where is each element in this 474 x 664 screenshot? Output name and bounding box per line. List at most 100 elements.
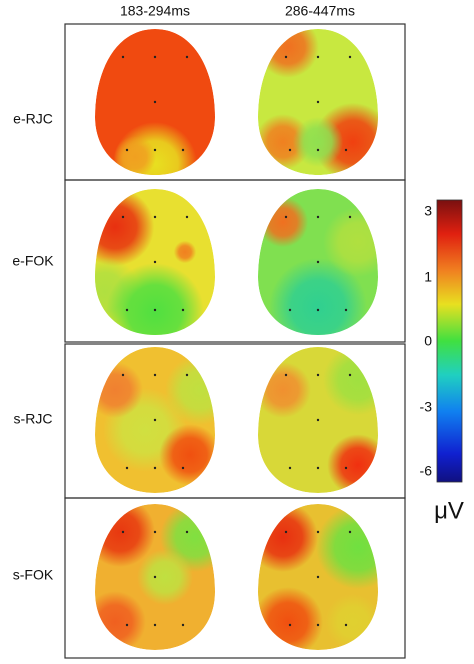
electrode <box>316 418 320 422</box>
electrode <box>288 623 292 627</box>
electrode <box>185 215 189 219</box>
electrode <box>316 260 320 264</box>
row-label: e-RJC <box>13 111 53 127</box>
electrode <box>348 215 352 219</box>
topo-map <box>95 347 215 493</box>
row-label: s-RJC <box>14 411 53 427</box>
electrode <box>121 373 125 377</box>
potential-region <box>258 29 319 78</box>
electrode <box>181 466 185 470</box>
electrode <box>153 466 157 470</box>
potential-region <box>95 362 143 418</box>
topo-map <box>258 504 378 650</box>
electrode <box>348 373 352 377</box>
electrode <box>284 530 288 534</box>
electrode <box>185 530 189 534</box>
potential-region <box>173 240 197 264</box>
electrode <box>153 530 157 534</box>
electrode <box>344 148 348 152</box>
potential-region <box>325 594 378 650</box>
electrode <box>153 55 157 59</box>
electrode <box>288 148 292 152</box>
electrode <box>316 148 320 152</box>
row-label: s-FOK <box>13 567 54 583</box>
topo-map <box>95 504 215 650</box>
electrode <box>316 308 320 312</box>
electrode <box>348 55 352 59</box>
topo-map <box>95 29 215 175</box>
potential-region <box>95 504 155 567</box>
potential-region <box>95 591 146 650</box>
electrode <box>181 148 185 152</box>
electrode <box>344 623 348 627</box>
electrode <box>284 215 288 219</box>
colorbar-tick-label: 0 <box>424 333 432 349</box>
electrode <box>125 623 129 627</box>
potential-region <box>292 116 344 168</box>
electrode <box>121 215 125 219</box>
potential-region <box>114 136 156 175</box>
potential-region <box>258 504 318 572</box>
electrode <box>125 466 129 470</box>
potential-region <box>258 196 309 248</box>
potential-region <box>327 434 378 493</box>
electrode <box>125 308 129 312</box>
potential-region <box>258 587 323 650</box>
electrode <box>316 215 320 219</box>
colorbar-tick-label: 3 <box>424 203 432 219</box>
electrode <box>316 55 320 59</box>
potential-region <box>159 424 215 486</box>
electrode <box>344 466 348 470</box>
panel-box <box>64 179 406 343</box>
electrode <box>153 418 157 422</box>
electrode <box>316 530 320 534</box>
colorbar-tick-label: -3 <box>420 399 433 415</box>
electrode <box>153 148 157 152</box>
colorbar-tick-label: -6 <box>420 463 433 479</box>
row-label: e-FOK <box>12 253 54 269</box>
electrode <box>344 308 348 312</box>
electrode <box>153 373 157 377</box>
electrode <box>316 466 320 470</box>
electrode <box>153 260 157 264</box>
potential-region <box>137 549 193 605</box>
colorbar-unit: μV <box>434 497 464 524</box>
column-header: 286-447ms <box>285 3 355 19</box>
electrode <box>288 308 292 312</box>
topo-map <box>258 347 378 493</box>
electrode <box>185 373 189 377</box>
potential-region <box>258 362 311 418</box>
electrode <box>284 373 288 377</box>
colorbar-tick-label: 1 <box>424 269 432 285</box>
electrode <box>153 575 157 579</box>
electrode <box>153 100 157 104</box>
topo-map <box>258 29 378 175</box>
potential-region <box>106 263 204 335</box>
topo-map <box>258 189 378 335</box>
electrode <box>288 466 292 470</box>
potential-region <box>316 505 378 589</box>
electrode <box>121 530 125 534</box>
potential-region <box>95 189 155 267</box>
topo-map <box>95 189 215 335</box>
electrode <box>316 575 320 579</box>
electrode <box>348 530 352 534</box>
potential-region <box>323 207 378 277</box>
electrode <box>153 623 157 627</box>
panels <box>64 23 406 659</box>
electrode <box>316 100 320 104</box>
electrode <box>125 148 129 152</box>
electrode <box>153 308 157 312</box>
electrode <box>153 215 157 219</box>
labels: 183-294ms 286-447ms e-RJC e-FOK s-RJC s-… <box>12 3 355 583</box>
column-header: 183-294ms <box>120 3 190 19</box>
potential-region <box>165 355 215 425</box>
electrode <box>121 55 125 59</box>
electrode <box>316 373 320 377</box>
electrode <box>316 623 320 627</box>
potential-region <box>323 347 378 415</box>
electrode <box>181 308 185 312</box>
colorbar: 3 1 0 -3 -6 μV <box>420 199 464 524</box>
panel-box <box>64 497 406 659</box>
